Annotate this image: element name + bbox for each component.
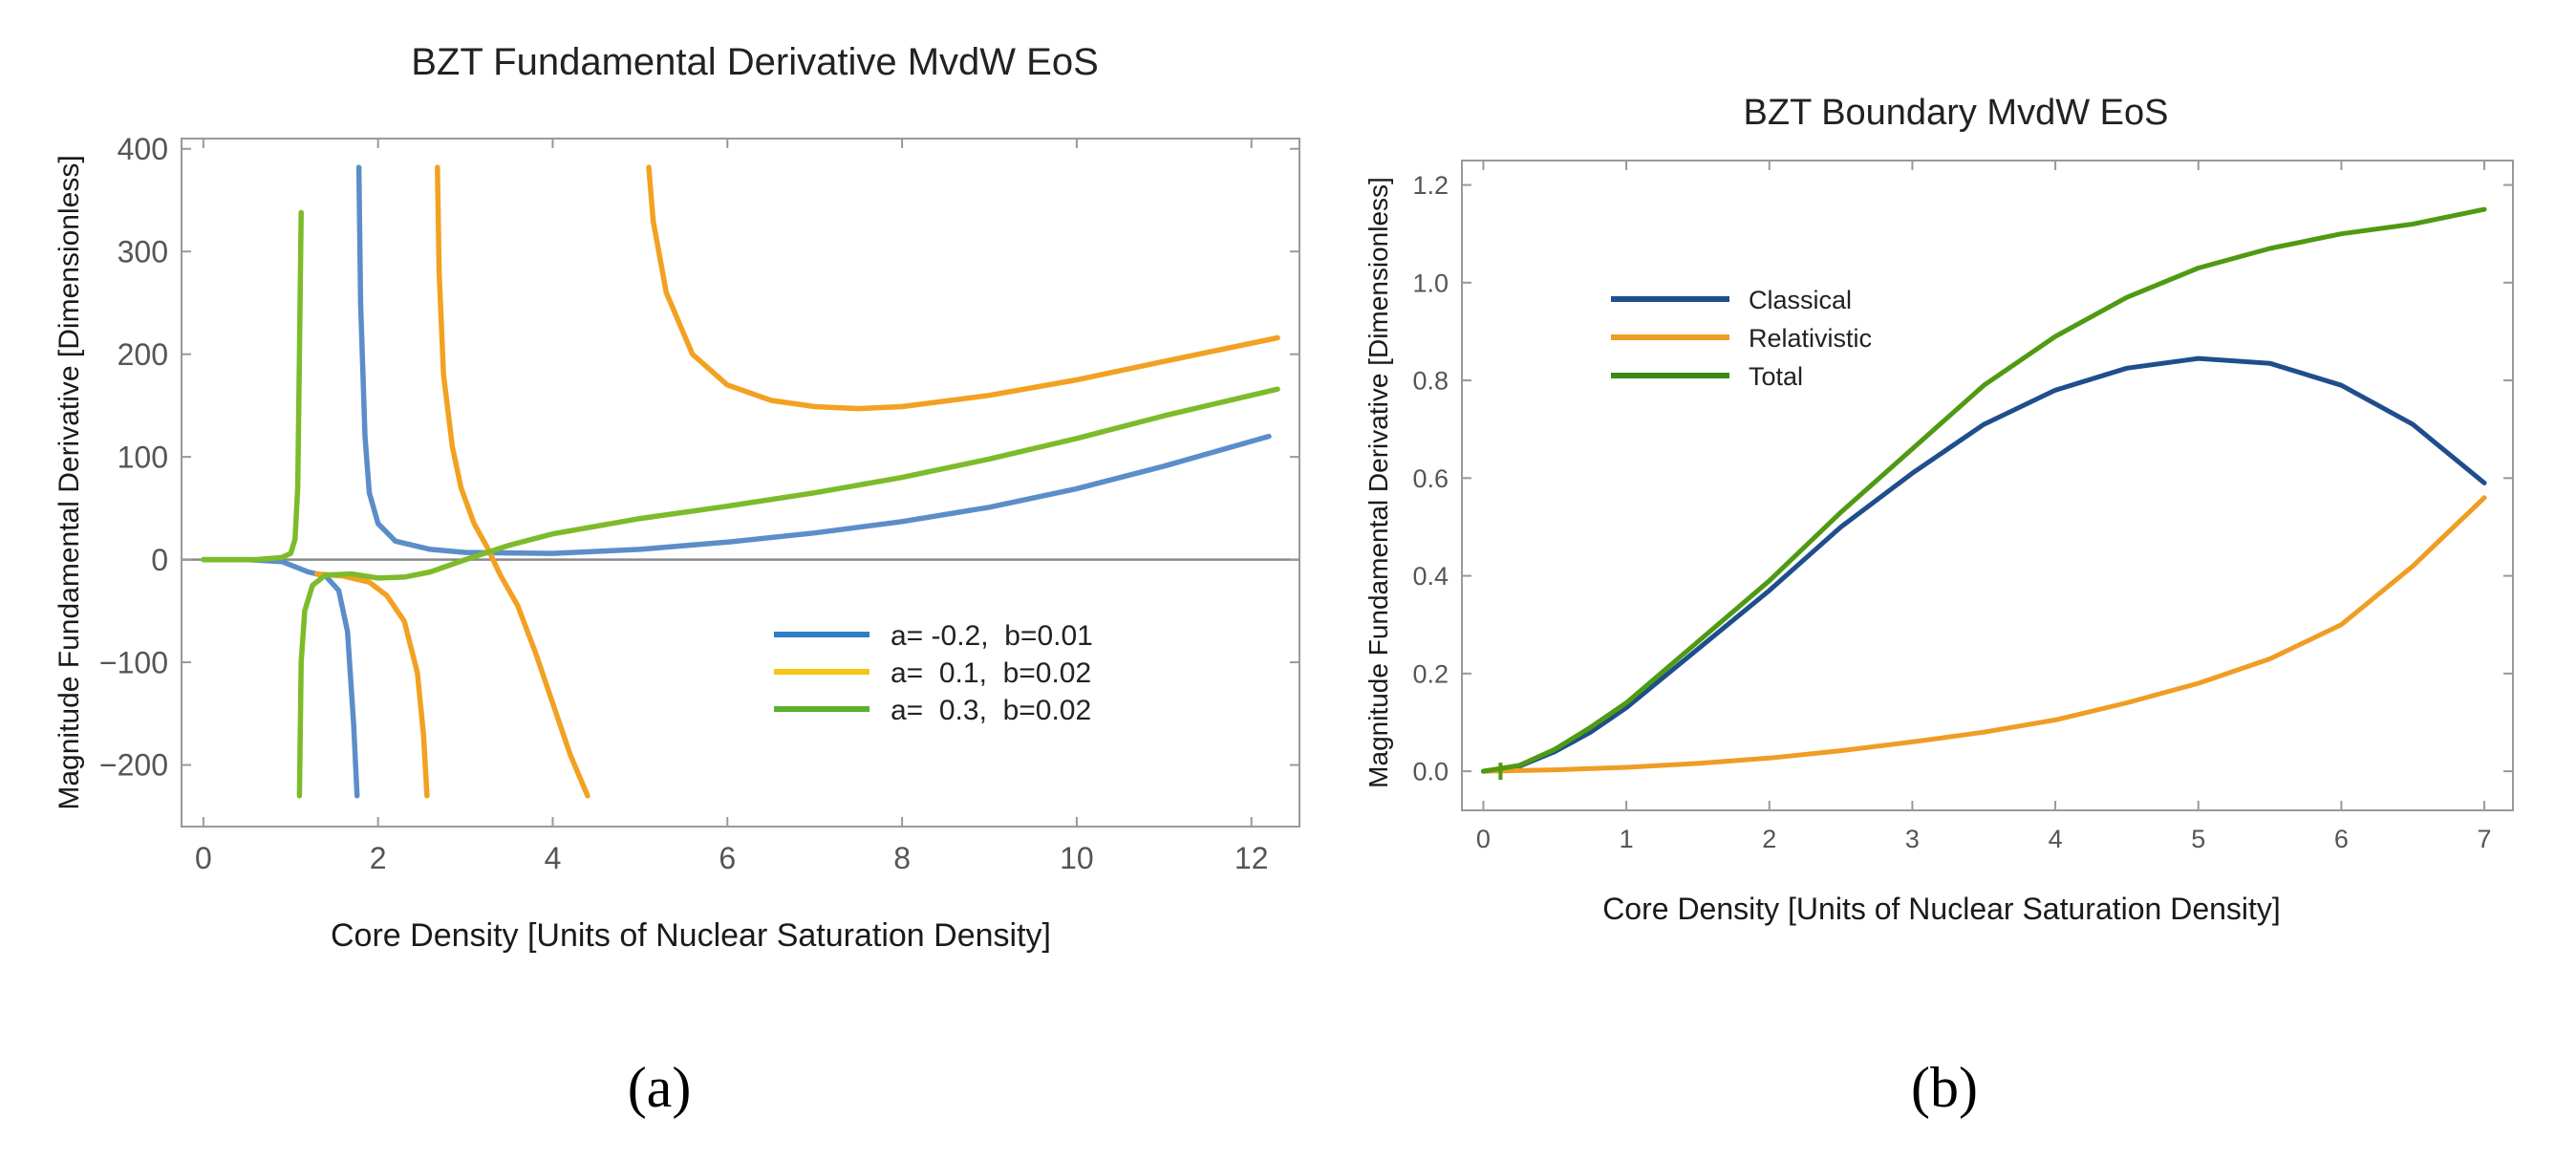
chart-b-y-tick-label: 0.8 bbox=[1412, 367, 1449, 396]
chart-a-x-ticks: 0 2 4 6 8 10 12 bbox=[195, 139, 1269, 875]
chart-a-frame bbox=[181, 138, 1300, 828]
chart-a-x-tick-label: 0 bbox=[195, 841, 212, 875]
chart-b-x-tick-label: 4 bbox=[2049, 825, 2063, 853]
chart-b-x-tick-label: 1 bbox=[1620, 825, 1634, 853]
chart-b-x-tick-label: 0 bbox=[1476, 825, 1491, 853]
chart-b-x-tick-label: 7 bbox=[2478, 825, 2492, 853]
chart-a-y-tick-label: 200 bbox=[118, 337, 168, 372]
chart-b-y-tick-label: 0.6 bbox=[1412, 464, 1449, 493]
chart-a-x-tick-label: 12 bbox=[1234, 841, 1269, 875]
chart-b-frame bbox=[1461, 160, 2514, 811]
chart-b-x-tick-label: 2 bbox=[1762, 825, 1776, 853]
chart-a-series-1-line-seg-2 bbox=[355, 164, 1272, 556]
panel-label-a: (a) bbox=[628, 1056, 692, 1119]
chart-a-legend-label-3: a= 0.3, b=0.02 bbox=[891, 695, 1091, 726]
chart-b-series-1-line bbox=[1480, 355, 2487, 774]
chart-a-x-tick-label: 2 bbox=[370, 841, 387, 875]
chart-b-series-group bbox=[1480, 206, 2487, 774]
chart-a-x-axis-label: Core Density [Units of Nuclear Saturatio… bbox=[331, 917, 1051, 954]
chart-a-y-tick-label: 400 bbox=[118, 132, 168, 166]
chart-a-series-3-line-seg-1 bbox=[201, 209, 304, 563]
chart-a-series-3-line-seg-2 bbox=[296, 386, 1280, 799]
chart-a-series-2-line-seg-3 bbox=[646, 164, 1280, 412]
chart-b-title: BZT Boundary MvdW EoS bbox=[1744, 93, 2169, 133]
chart-a-x-tick-label: 10 bbox=[1060, 841, 1094, 875]
chart-a-legend-label-1: a= -0.2, b=0.01 bbox=[891, 620, 1093, 652]
chart-a-legend: a= -0.2, b=0.01 a= 0.1, b=0.02 a= 0.3, b… bbox=[774, 620, 1093, 726]
chart-a-title: BZT Fundamental Derivative MvdW EoS bbox=[411, 41, 1099, 83]
chart-b-series-2-line bbox=[1480, 495, 2487, 774]
chart-b-x-ticks: 0 1 2 3 4 5 6 7 bbox=[1476, 161, 2492, 853]
chart-b-legend-label-2: Relativistic bbox=[1749, 324, 1872, 353]
chart-b-legend: Classical Relativistic Total bbox=[1611, 286, 1872, 391]
chart-b-y-tick-label: 1.0 bbox=[1412, 269, 1449, 297]
chart-a-y-ticks: −200 −100 0 100 200 300 400 bbox=[99, 132, 1299, 783]
chart-a-y-tick-label: 100 bbox=[118, 440, 168, 474]
chart-b-y-tick-label: 1.2 bbox=[1412, 171, 1449, 200]
chart-a-y-tick-label: 0 bbox=[151, 543, 168, 577]
chart-b-y-tick-label: 0.0 bbox=[1412, 758, 1449, 786]
chart-b-y-tick-label: 0.4 bbox=[1412, 562, 1449, 591]
chart-b-legend-label-3: Total bbox=[1749, 362, 1803, 391]
chart-a-x-tick-label: 4 bbox=[545, 841, 562, 875]
chart-b: BZT Boundary MvdW EoS 0.0 0.2 0.4 0.6 0.8 1.0… bbox=[1363, 93, 2514, 1119]
chart-b-y-tick-label: 0.2 bbox=[1412, 659, 1449, 688]
chart-a-series-group bbox=[201, 164, 1280, 799]
chart-a-legend-label-2: a= 0.1, b=0.02 bbox=[891, 657, 1091, 689]
chart-a-y-tick-label: 300 bbox=[118, 234, 168, 269]
chart-a: BZT Fundamental Derivative MvdW EoS −200… bbox=[54, 41, 1300, 1119]
panel-label-b: (b) bbox=[1911, 1056, 1978, 1119]
chart-a-y-axis-label: Magnitude Fundamental Derivative [Dimens… bbox=[54, 155, 85, 809]
chart-b-x-tick-label: 3 bbox=[1905, 825, 1920, 853]
chart-a-x-tick-label: 6 bbox=[719, 841, 736, 875]
chart-b-x-tick-label: 5 bbox=[2191, 825, 2205, 853]
chart-b-series-3-line bbox=[1480, 206, 2487, 774]
chart-b-legend-label-1: Classical bbox=[1749, 286, 1852, 314]
chart-a-series-2-line-seg-1 bbox=[313, 570, 430, 799]
chart-a-series-1-line-seg-1 bbox=[201, 556, 360, 799]
chart-b-y-axis-label: Magnitude Fundamental Derivative [Dimens… bbox=[1363, 177, 1393, 788]
chart-b-x-tick-label: 6 bbox=[2334, 825, 2349, 853]
chart-a-x-tick-label: 8 bbox=[893, 841, 911, 875]
chart-b-x-axis-label: Core Density [Units of Nuclear Saturatio… bbox=[1602, 892, 2281, 926]
chart-a-series-2-line-seg-2 bbox=[435, 164, 590, 799]
chart-a-y-tick-label: −200 bbox=[99, 748, 168, 783]
chart-a-y-tick-label: −100 bbox=[99, 645, 168, 679]
chart-b-y-ticks: 0.0 0.2 0.4 0.6 0.8 1.0 1.2 bbox=[1412, 171, 2513, 786]
